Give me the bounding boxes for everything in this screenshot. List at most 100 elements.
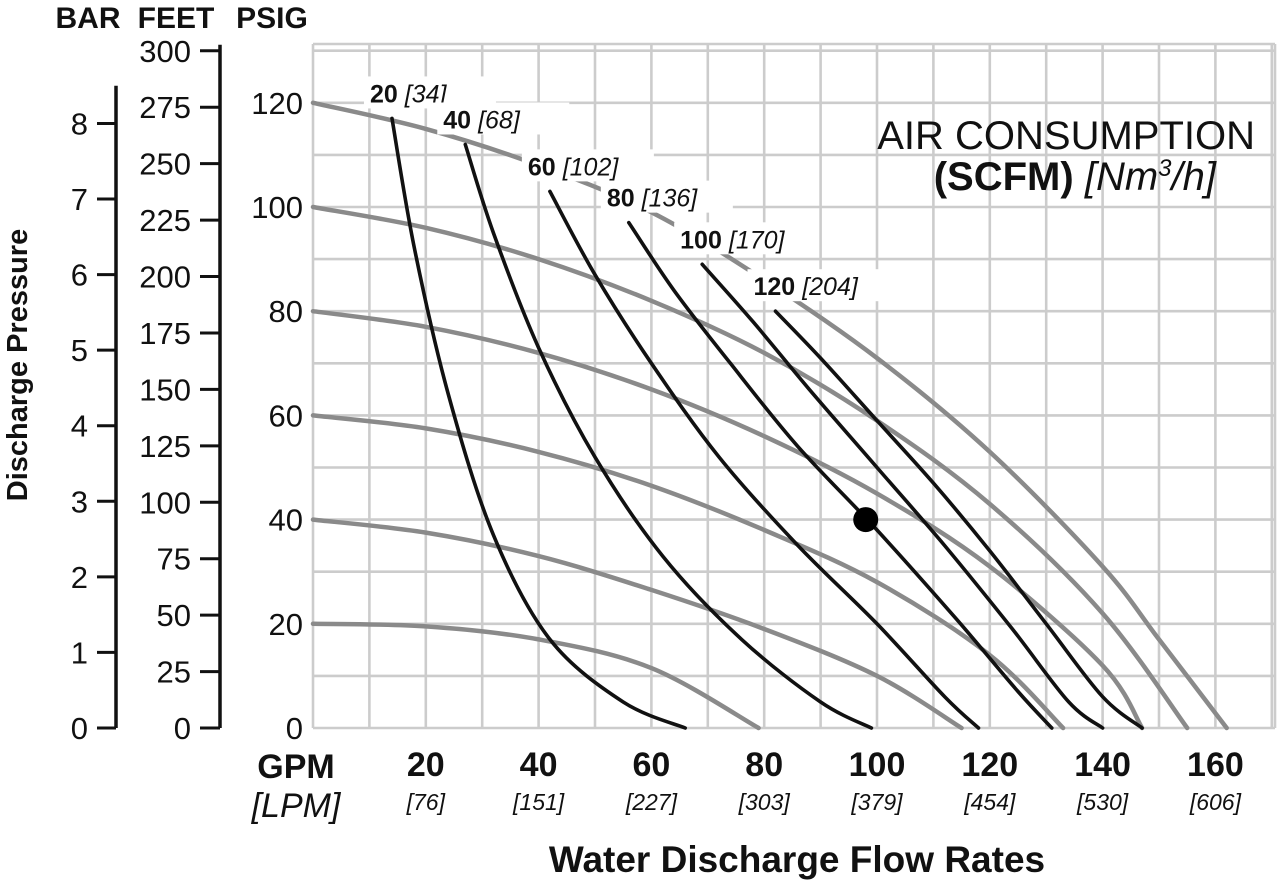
title-nm3: [Nm: [1084, 155, 1158, 199]
psig-axis-tick-label: 40: [269, 503, 303, 538]
psig-axis-tick-label: 80: [269, 294, 303, 329]
x-axis: 20 [76] 40 [151] 60 [227] 80 [303] 100 [379] 120 [4…: [406, 746, 1244, 815]
air-consumption-curve: [463, 142, 874, 730]
air-consumption-curve: [390, 116, 687, 730]
air-curve-scfm-label: 80: [607, 185, 635, 213]
air-curve-label-text: 60 [102]: [528, 153, 619, 181]
air-consumption-labels: 20 [34]40 [68]60 [102] 80 [136] 100 [170] 120 [20…: [363, 76, 880, 302]
air-curve-label: 120 [204]: [747, 269, 880, 302]
x-axis-tick-label-lpm: [606]: [1189, 789, 1242, 815]
x-axis-tick-label-lpm: [454]: [963, 789, 1016, 815]
air-curve-label-text: 120 [204]: [753, 273, 858, 301]
feet-axis-header: FEET: [138, 2, 215, 35]
air-curve-nm3h-label: [102]: [562, 153, 620, 181]
air-curve-label: 80 [136]: [600, 180, 733, 213]
feet-axis-tick-label: 250: [139, 147, 191, 182]
x-axis-tick-label-lpm: [379]: [850, 789, 903, 815]
psig-axis-tick-label: 20: [269, 607, 303, 642]
bar-axis-header: BAR: [56, 2, 121, 35]
bar-axis-tick-label: 5: [71, 333, 88, 368]
air-consumption-curves: [390, 116, 1144, 730]
feet-axis-tick-label: 275: [139, 90, 191, 125]
air-consumption-curve: [548, 189, 981, 730]
pressure-curve: [310, 204, 1190, 731]
feet-axis-tick-label: 0: [174, 711, 191, 746]
chart-title: AIR CONSUMPTION (SCFM) [Nm3/h]: [877, 114, 1255, 199]
air-curve-label-background: [521, 149, 654, 182]
air-curve-label: 60 [102]: [521, 149, 654, 182]
air-curve-nm3h-label: [170]: [728, 226, 786, 254]
operating-point-marker: [853, 507, 879, 533]
air-curve-scfm-label: 60: [528, 153, 556, 181]
air-curve-nm3h-label: [136]: [641, 185, 699, 213]
x-axis-title: Water Discharge Flow Rates: [549, 839, 1045, 880]
x-unit-gpm: GPM: [257, 748, 334, 786]
feet-axis-tick-label: 225: [139, 203, 191, 238]
air-consumption-curve: [627, 220, 1054, 730]
x-axis-tick-label-gpm: 160: [1187, 746, 1244, 784]
x-axis-tick-label-lpm: [227]: [625, 789, 678, 815]
feet-axis-tick-label: 175: [139, 316, 191, 351]
title-per-hour: /h]: [1169, 155, 1217, 199]
air-curve-label-text: 80 [136]: [607, 185, 698, 213]
feet-axis-tick-label: 75: [157, 542, 191, 577]
air-curve-scfm-label: 20: [370, 80, 398, 108]
pressure-curve: [310, 517, 964, 731]
air-consumption-curve: [700, 262, 1105, 730]
feet-axis-tick-label: 300: [139, 34, 191, 69]
x-axis-tick-label-gpm: 80: [745, 746, 783, 784]
psig-axis-tick-label: 100: [251, 190, 303, 225]
bar-axis-tick-label: 0: [71, 711, 88, 746]
air-curve-label-text: 100 [170]: [680, 226, 785, 254]
air-curve-nm3h-label: [68]: [477, 106, 521, 134]
pressure-axes: 0123456780255075100125150175200225250275…: [71, 34, 303, 746]
x-axis-tick-label-gpm: 140: [1074, 746, 1131, 784]
air-curve-label-text: 40 [68]: [443, 106, 521, 134]
x-axis-tick-label-gpm: 60: [632, 746, 670, 784]
feet-axis-tick-label: 100: [139, 485, 191, 520]
air-curve-label-background: [747, 269, 880, 302]
pressure-curves: [310, 100, 1229, 731]
x-axis-tick-label-lpm: [530]: [1076, 789, 1129, 815]
feet-axis-tick-label: 125: [139, 429, 191, 464]
x-axis-tick-label-gpm: 20: [407, 746, 445, 784]
pressure-curve: [310, 100, 1229, 731]
air-curve-scfm-label: 100: [680, 226, 722, 254]
air-curve-scfm-label: 40: [443, 106, 471, 134]
psig-axis-tick-label: 60: [269, 398, 303, 433]
x-axis-tick-label-lpm: [76]: [406, 789, 446, 815]
chart-title-line2: (SCFM) [Nm3/h]: [934, 155, 1217, 199]
air-curve-label-background: [600, 180, 733, 213]
x-axis-tick-label-gpm: 100: [849, 746, 906, 784]
title-superscript: 3: [1158, 155, 1172, 182]
bar-axis-tick-label: 6: [71, 258, 88, 293]
air-curve-nm3h-label: [204]: [801, 273, 859, 301]
psig-axis-tick-label: 120: [251, 86, 303, 121]
air-curve-scfm-label: 120: [753, 273, 795, 301]
x-axis-tick-label-gpm: 120: [961, 746, 1018, 784]
air-curve-label-background: [437, 102, 570, 135]
bar-axis-tick-label: 4: [71, 409, 88, 444]
chart-title-line1: AIR CONSUMPTION: [877, 114, 1255, 158]
bar-axis-tick-label: 7: [71, 182, 88, 217]
y-axis-title: Discharge Pressure: [2, 229, 34, 501]
feet-axis-tick-label: 50: [157, 598, 191, 633]
air-curve-label-background: [674, 222, 807, 255]
air-consumption-curve: [773, 309, 1144, 730]
feet-axis-tick-label: 150: [139, 372, 191, 407]
bar-axis-tick-label: 2: [71, 560, 88, 595]
x-unit-lpm: [LPM]: [251, 787, 342, 825]
feet-axis-tick-label: 25: [157, 655, 191, 690]
pressure-curve: [310, 621, 761, 731]
title-scfm: (SCFM): [934, 155, 1074, 199]
air-curve-label-text: 20 [34]: [370, 80, 448, 108]
psig-axis-header: PSIG: [236, 2, 308, 35]
bar-axis-tick-label: 8: [71, 106, 88, 141]
air-curve-label: 100 [170]: [674, 222, 807, 255]
x-axis-tick-label-gpm: 40: [520, 746, 558, 784]
x-axis-tick-label-lpm: [151]: [512, 789, 565, 815]
psig-axis-tick-label: 0: [286, 711, 303, 746]
x-axis-tick-label-lpm: [303]: [738, 789, 791, 815]
